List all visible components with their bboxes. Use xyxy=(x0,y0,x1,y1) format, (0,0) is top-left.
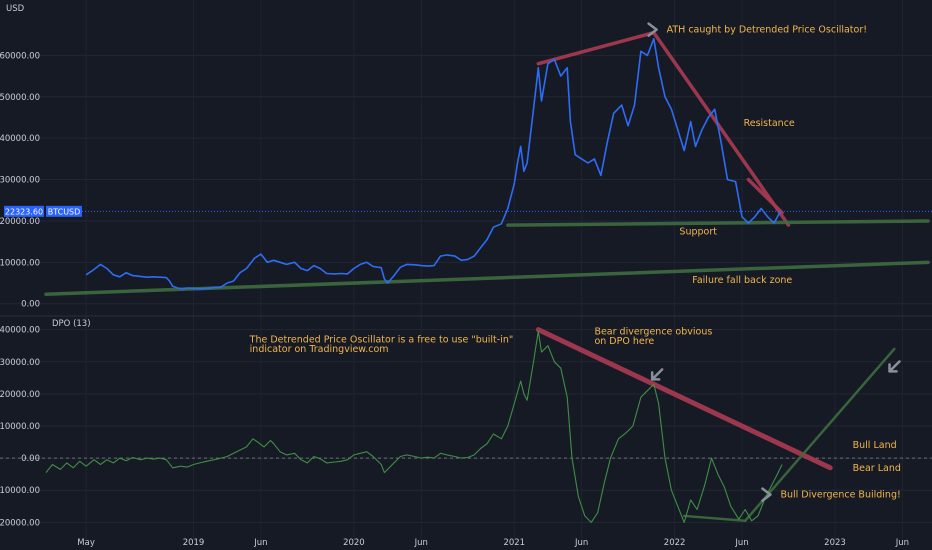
price-y-tick-label: 50000.00 xyxy=(0,93,40,103)
series-line xyxy=(45,330,783,523)
price-y-tick-label: 20000.00 xyxy=(0,217,40,227)
annotation-text: Bear divergence obvious xyxy=(594,326,712,337)
symbol-badge xyxy=(46,205,82,217)
arrow-icon xyxy=(647,22,658,37)
trendline xyxy=(535,327,833,471)
price-y-tick-label: 10000.00 xyxy=(0,258,40,268)
price-y-axis: 0.00 10000.00 20000.00 30000.00 40000.00 5000… xyxy=(0,51,40,309)
annotation-text: Bull Divergence Building! xyxy=(780,490,900,501)
x-tick-label: Jun xyxy=(734,538,748,548)
last-price-marker: 22323.60 BTCUSD xyxy=(4,205,932,217)
price-y-tick-label: 40000.00 xyxy=(0,134,40,144)
annotation-text: Bull Land xyxy=(853,440,897,451)
x-axis: May 2019 Jun 2020 Jun 2021 Jun 2022 Jun 2023 Jun xyxy=(77,538,909,548)
x-tick-label: 2020 xyxy=(343,538,365,548)
last-price-badge xyxy=(4,205,44,217)
price-y-tick-label: 30000.00 xyxy=(0,176,40,186)
price-unit-label: USD xyxy=(6,4,25,14)
x-tick-label: May xyxy=(77,538,95,548)
x-tick-label: Jun xyxy=(895,538,909,548)
dpo-y-tick-label: 20000.00 xyxy=(0,390,40,400)
x-tick-label: 2023 xyxy=(824,538,846,548)
dpo-y-tick-label: 40000.00 xyxy=(0,326,40,336)
dpo-y-tick-label: 0.00 xyxy=(21,454,40,464)
annotation-text: The Detrended Price Oscillator is a free… xyxy=(249,334,514,345)
trendline xyxy=(652,30,791,227)
annotation-text: Support xyxy=(679,227,717,238)
arrow-icon xyxy=(650,368,664,381)
x-tick-label: 2021 xyxy=(503,538,525,548)
price-series xyxy=(85,38,782,290)
trendline xyxy=(682,514,747,523)
annotation-text: Resistance xyxy=(744,118,795,129)
dpo-y-tick-label: 30000.00 xyxy=(0,358,40,368)
annotation-text: on DPO here xyxy=(594,336,654,347)
arrow-icon xyxy=(761,487,772,502)
price-y-tick-label: 0.00 xyxy=(21,300,40,310)
annotation-text: indicator on Tradingview.com xyxy=(250,344,389,355)
annotation-text: Bear Land xyxy=(853,463,901,474)
arrow-icon xyxy=(888,360,901,373)
x-tick-label: Jun xyxy=(574,538,588,548)
annotation-text: Failure fall back zone xyxy=(692,275,792,286)
trendline xyxy=(536,30,656,66)
symbol-label: BTCUSD xyxy=(48,207,81,216)
dpo-y-tick-label: -20000.00 xyxy=(0,518,40,528)
dpo-y-axis: -20000.00 -10000.00 0.00 10000.00 20000.00 30… xyxy=(0,326,40,529)
trendline xyxy=(506,219,930,227)
price-y-tick-label: 60000.00 xyxy=(0,51,40,61)
x-tick-label: 2019 xyxy=(183,538,205,548)
dpo-panel-title: DPO (13) xyxy=(52,319,91,329)
dpo-trendlines xyxy=(535,327,896,523)
annotations: ATH caught by Detrended Price Oscillator… xyxy=(249,22,901,502)
trendline xyxy=(743,347,896,523)
x-tick-label: Jun xyxy=(414,538,428,548)
x-tick-label: Jun xyxy=(253,538,267,548)
x-tick-label: 2022 xyxy=(664,538,686,548)
annotation-text: ATH caught by Detrended Price Oscillator… xyxy=(667,25,867,36)
dpo-series xyxy=(45,330,783,523)
last-price-label: 22323.60 xyxy=(5,207,43,216)
series-line xyxy=(85,38,782,290)
dpo-y-tick-label: 10000.00 xyxy=(0,422,40,432)
dpo-y-tick-label: -10000.00 xyxy=(0,486,40,496)
trendline xyxy=(746,177,784,215)
